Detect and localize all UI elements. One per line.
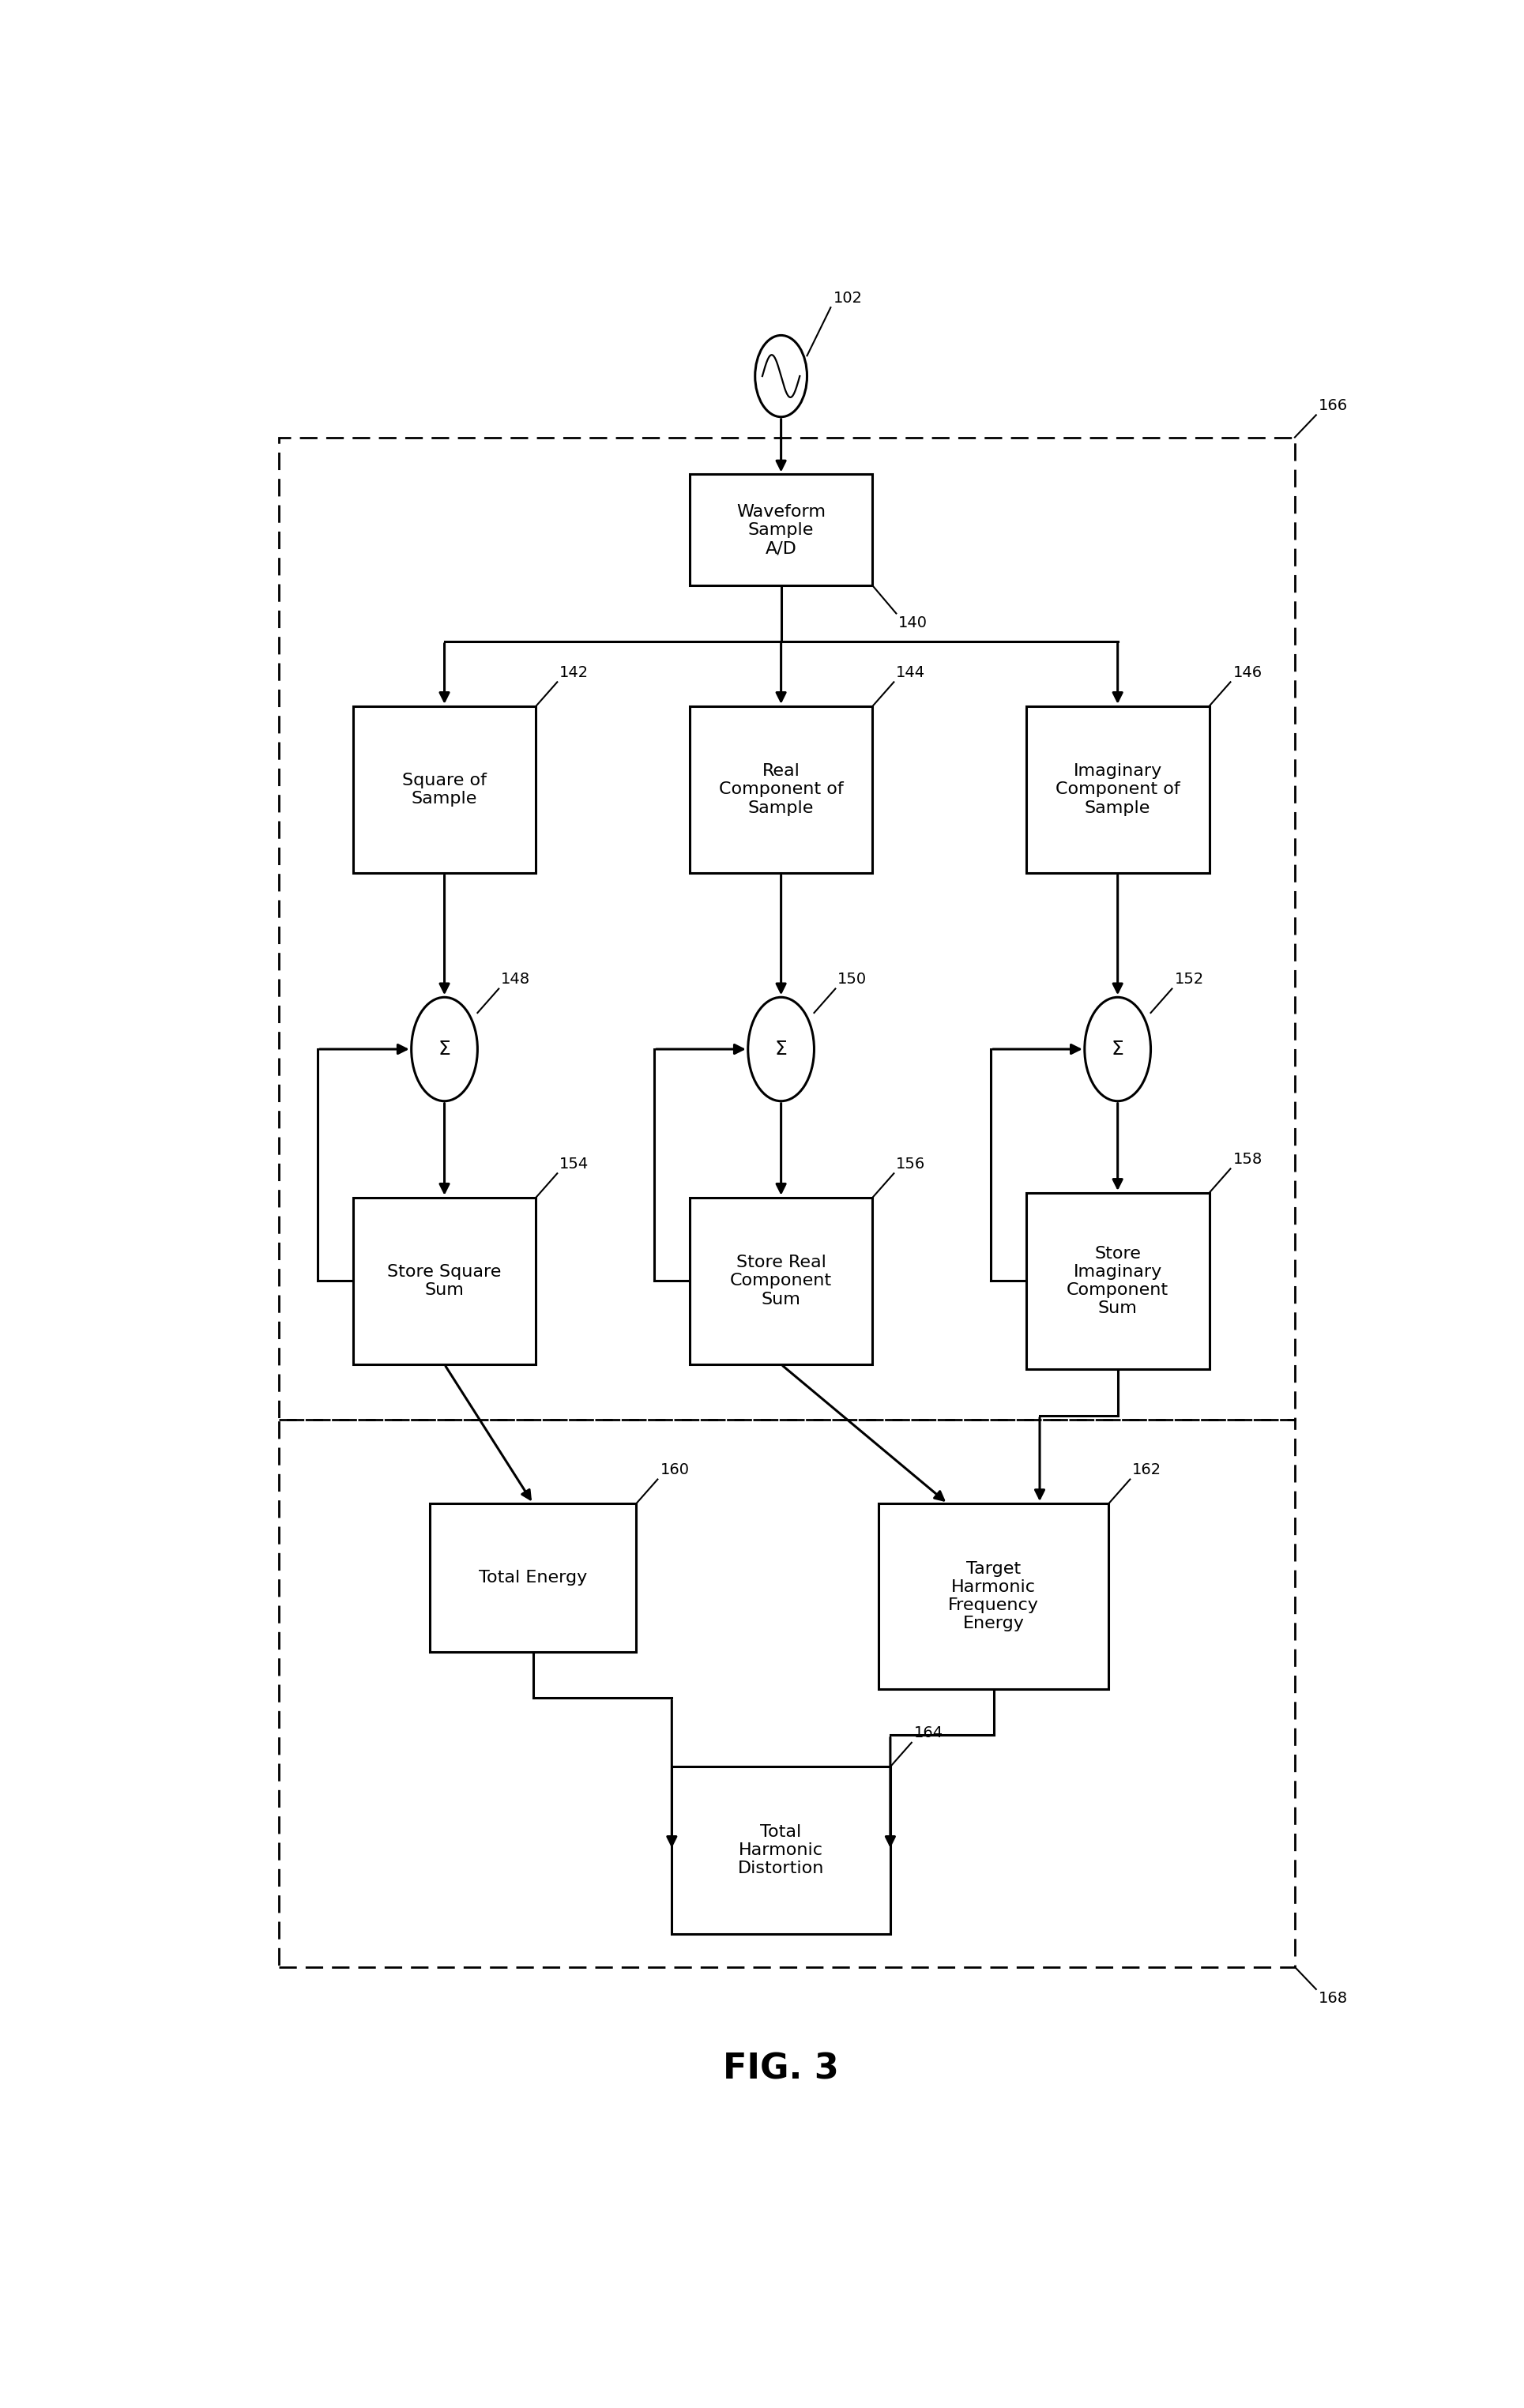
Text: Total
Harmonic
Distortion: Total Harmonic Distortion	[738, 1823, 824, 1876]
FancyBboxPatch shape	[1026, 1192, 1209, 1370]
Text: 156: 156	[896, 1156, 925, 1173]
Text: Total Energy: Total Energy	[479, 1570, 587, 1584]
FancyBboxPatch shape	[1026, 706, 1209, 874]
FancyBboxPatch shape	[689, 474, 873, 585]
Circle shape	[1085, 997, 1151, 1100]
Text: 146: 146	[1233, 665, 1262, 679]
FancyBboxPatch shape	[689, 706, 873, 874]
Text: 160: 160	[660, 1462, 689, 1479]
FancyBboxPatch shape	[689, 1197, 873, 1365]
Text: 102: 102	[834, 291, 863, 306]
Text: 158: 158	[1233, 1151, 1262, 1168]
Text: 164: 164	[914, 1727, 943, 1741]
FancyBboxPatch shape	[354, 1197, 536, 1365]
Circle shape	[754, 335, 808, 417]
Text: FIG. 3: FIG. 3	[722, 2052, 840, 2085]
Text: 154: 154	[559, 1156, 588, 1173]
FancyBboxPatch shape	[672, 1767, 890, 1934]
Text: Real
Component of
Sample: Real Component of Sample	[719, 763, 843, 816]
Text: 148: 148	[501, 973, 530, 987]
FancyBboxPatch shape	[430, 1503, 637, 1652]
FancyBboxPatch shape	[354, 706, 536, 874]
Text: Waveform
Sample
A/D: Waveform Sample A/D	[736, 503, 826, 556]
Text: 140: 140	[899, 616, 928, 631]
Text: 144: 144	[896, 665, 925, 679]
Text: Store Square
Sum: Store Square Sum	[387, 1264, 501, 1298]
Text: 142: 142	[559, 665, 588, 679]
Text: 166: 166	[1318, 397, 1347, 414]
FancyBboxPatch shape	[878, 1503, 1109, 1688]
Text: Σ: Σ	[1111, 1040, 1123, 1060]
Text: Target
Harmonic
Frequency
Energy: Target Harmonic Frequency Energy	[948, 1560, 1039, 1633]
Text: 162: 162	[1132, 1462, 1161, 1479]
Circle shape	[411, 997, 477, 1100]
Text: 152: 152	[1175, 973, 1204, 987]
Circle shape	[748, 997, 814, 1100]
Text: Store Real
Component
Sum: Store Real Component Sum	[730, 1255, 832, 1308]
Text: Square of
Sample: Square of Sample	[402, 773, 486, 807]
Text: 168: 168	[1318, 1991, 1347, 2006]
Text: Store
Imaginary
Component
Sum: Store Imaginary Component Sum	[1067, 1245, 1169, 1317]
Text: 150: 150	[838, 973, 867, 987]
Text: Imaginary
Component of
Sample: Imaginary Component of Sample	[1055, 763, 1180, 816]
Text: Σ: Σ	[774, 1040, 788, 1060]
Text: Σ: Σ	[439, 1040, 451, 1060]
